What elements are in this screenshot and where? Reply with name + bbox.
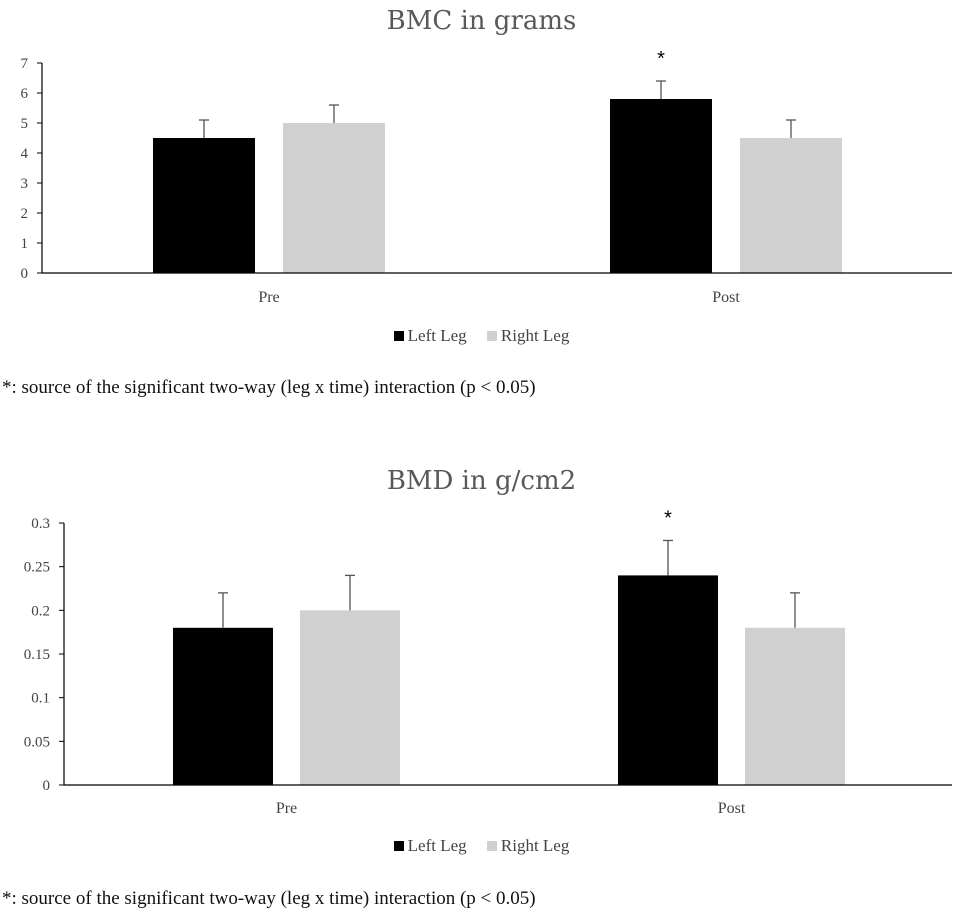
x-category-label: Pre (276, 800, 297, 817)
bmc-chart: BMC in grams 0 1 2 3 4 5 6 7 * Pre Post Left Leg R… (0, 0, 963, 360)
bar-left-leg (153, 138, 255, 273)
bmd-plot-area: 0 0.05 0.1 0.15 0.2 0.25 0.3 * Pre Post (24, 507, 952, 817)
chart-title: BMD in g/cm2 (386, 466, 577, 496)
legend-label: Right Leg (500, 326, 570, 345)
y-tick-label: 0.25 (24, 560, 50, 576)
bar-left-leg (610, 99, 712, 273)
bar-left-leg (618, 575, 718, 785)
legend-item-right-leg: Right Leg (486, 326, 570, 346)
y-tick-label: 7 (21, 56, 29, 72)
x-category-label: Post (718, 800, 746, 817)
significance-marker: * (657, 48, 665, 70)
legend-swatch-right-leg (486, 331, 497, 341)
x-category-label: Post (712, 289, 740, 306)
y-tick-label: 0.05 (24, 734, 50, 750)
significance-marker: * (664, 507, 672, 529)
legend-label: Left Leg (407, 836, 467, 855)
legend-label: Left Leg (407, 326, 467, 345)
legend: Left Leg Right Leg (0, 326, 963, 346)
y-tick-label: 1 (21, 236, 29, 252)
chart-title: BMC in grams (386, 6, 577, 36)
bmc-plot-area: 0 1 2 3 4 5 6 7 * Pre Post (21, 48, 952, 306)
legend-item-right-leg: Right Leg (486, 836, 570, 856)
legend: Left Leg Right Leg (0, 836, 963, 856)
bar-right-leg (740, 138, 842, 273)
bmd-chart: BMD in g/cm2 0 0.05 0.1 0.15 0.2 0.25 0.3 * Pre P… (0, 460, 963, 870)
legend-label: Right Leg (500, 836, 570, 855)
y-tick-label: 6 (21, 86, 29, 102)
x-category-label: Pre (258, 289, 279, 306)
legend-swatch-right-leg (486, 841, 497, 851)
legend-item-left-leg: Left Leg (393, 836, 467, 856)
y-tick-label: 0.2 (31, 603, 50, 619)
bar-right-leg (300, 610, 400, 785)
y-tick-label: 5 (21, 116, 29, 132)
y-tick-label: 3 (21, 176, 29, 192)
y-tick-label: 0 (21, 266, 29, 282)
legend-item-left-leg: Left Leg (393, 326, 467, 346)
y-tick-label: 4 (21, 146, 29, 162)
y-tick-label: 0.15 (24, 647, 50, 663)
bar-right-leg (745, 627, 845, 785)
y-tick-label: 2 (21, 206, 29, 222)
y-tick-label: 0 (43, 778, 51, 794)
y-tick-label: 0.3 (31, 516, 50, 532)
footnote: *: source of the significant two-way (le… (2, 888, 536, 909)
y-tick-label: 0.1 (31, 691, 50, 707)
legend-swatch-left-leg (393, 331, 404, 341)
legend-swatch-left-leg (393, 841, 404, 851)
bar-right-leg (283, 123, 385, 273)
bar-left-leg (173, 627, 273, 785)
footnote: *: source of the significant two-way (le… (2, 377, 536, 398)
